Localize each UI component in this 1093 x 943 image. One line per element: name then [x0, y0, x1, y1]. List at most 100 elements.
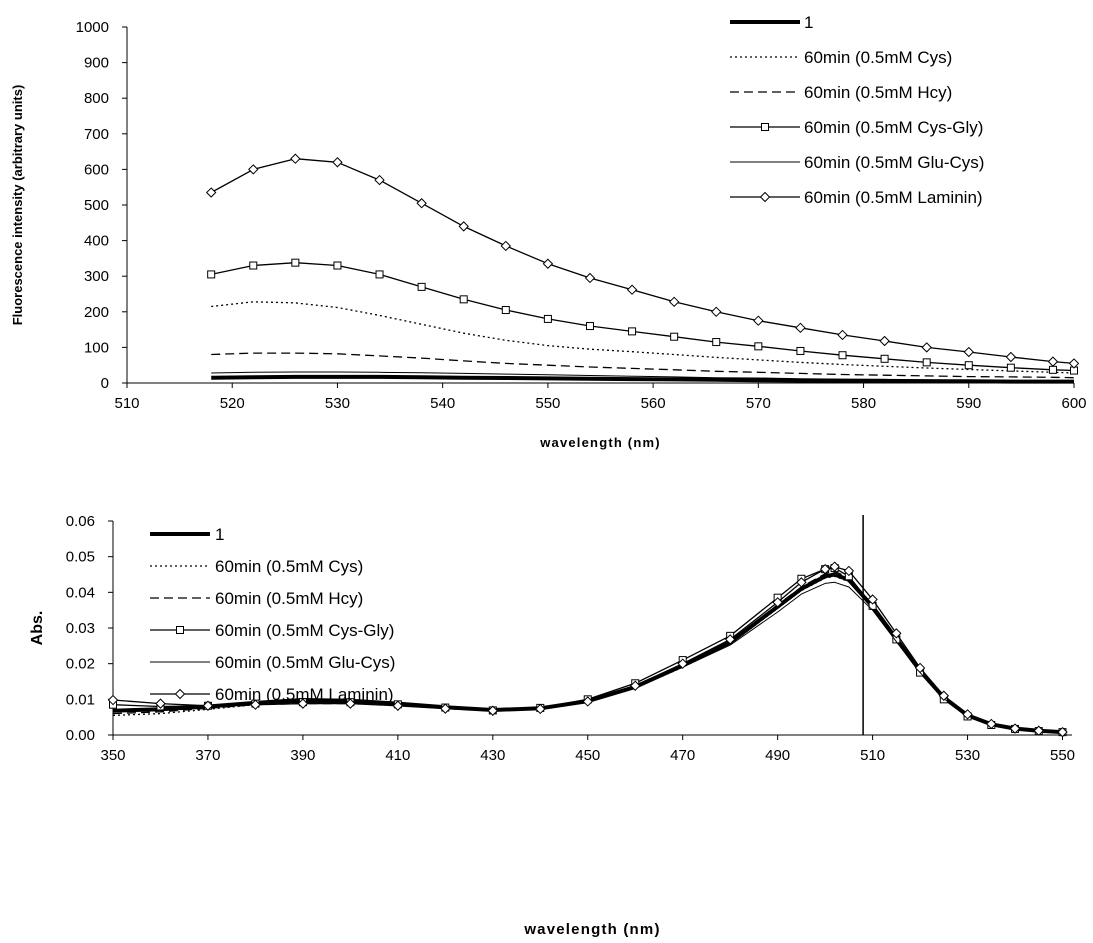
x-tick-label: 510 [114, 395, 139, 412]
series-60min-0-5mm-cys-gly [207, 258, 1078, 375]
data-point [1068, 358, 1080, 369]
legend-label: 60min (0.5mM Laminin) [804, 188, 983, 207]
data-point [829, 561, 840, 572]
data-point [333, 261, 342, 270]
x-tick-label: 550 [535, 395, 560, 412]
y-tick-label: 0.04 [66, 584, 95, 601]
fluorescence-chart: 0 100 200 300 400 500 600 700 800 900 1000 510 520 53… [10, 13, 1087, 450]
y-axis-title: Fluorescence intensity (arbitrary units) [10, 85, 25, 326]
data-point [374, 174, 385, 186]
y-tick-label: 0.03 [66, 620, 95, 637]
x-tick-label: 540 [430, 395, 455, 412]
y-tick-label: 600 [84, 161, 109, 178]
x-axis-title: wavelength (nm) [539, 435, 661, 450]
legend-marker [174, 688, 186, 700]
x-tick-label: 490 [765, 747, 790, 764]
data-point [440, 703, 451, 714]
y-tick-label: 0.00 [66, 727, 95, 744]
legend-marker [761, 123, 769, 131]
legend-marker [176, 626, 184, 634]
x-tick-label: 550 [1050, 747, 1075, 764]
data-point [938, 690, 950, 701]
data-point [416, 198, 427, 209]
data-point [585, 322, 594, 331]
legend-label: 60min (0.5mM Laminin) [215, 685, 394, 704]
x-tick-label: 600 [1061, 395, 1086, 412]
y-tick-label: 0.02 [66, 656, 95, 673]
series-60min-0-5mm-cys [211, 301, 1075, 374]
legend-label: 1 [804, 13, 813, 32]
x-tick-label: 590 [956, 395, 981, 412]
legend-marker [759, 191, 771, 203]
legend-label: 60min (0.5mM Hcy) [804, 83, 952, 102]
series-line [210, 158, 1075, 365]
data-point [1033, 725, 1044, 736]
data-point [964, 361, 973, 370]
series-60min-0-5mm-glu-cys [211, 371, 1074, 382]
data-point [1048, 365, 1057, 374]
legend: 1 60min (0.5mM Cys) 60min (0.5mM Hcy) 60min… [730, 13, 984, 207]
data-point [867, 594, 878, 605]
data-point [202, 700, 214, 711]
data-point [582, 696, 593, 707]
series-60min-0-5mm-laminin [205, 153, 1080, 369]
y-tick-label: 0.05 [66, 549, 95, 566]
data-point [879, 335, 890, 347]
data-point [1047, 356, 1059, 367]
data-point [754, 342, 763, 351]
data-point [819, 563, 831, 575]
y-tick-label: 300 [84, 268, 109, 285]
data-point [922, 358, 931, 367]
x-tick-label: 560 [641, 395, 666, 412]
data-point [772, 597, 783, 608]
data-point [332, 157, 343, 168]
data-point [628, 327, 637, 336]
data-point [986, 718, 997, 730]
data-point [291, 258, 300, 267]
data-point [501, 306, 510, 315]
legend-label: 60min (0.5mM Glu-Cys) [215, 653, 395, 672]
data-point [837, 329, 848, 341]
data-point [250, 699, 261, 710]
data-point [535, 703, 546, 715]
series-60min-0-5mm-laminin [107, 561, 1068, 738]
data-point [795, 322, 806, 334]
series-line [112, 566, 1063, 733]
x-tick-label: 370 [195, 747, 220, 764]
series-60min-0-5mm-hcy [211, 352, 1075, 379]
y-tick-label: 200 [84, 304, 109, 321]
y-tick-label: 0.06 [66, 513, 95, 530]
data-point [205, 187, 217, 198]
data-point [921, 342, 932, 353]
x-tick-label: 520 [220, 395, 245, 412]
data-point [207, 270, 216, 279]
x-tick-label: 450 [575, 747, 600, 764]
data-point [345, 698, 356, 709]
x-tick-label: 390 [290, 747, 315, 764]
data-point [1057, 726, 1068, 738]
data-point [880, 354, 889, 363]
data-point [838, 351, 847, 360]
legend: 1 60min (0.5mM Cys) 60min (0.5mM Hcy) 60min… [150, 525, 395, 704]
series-60min-0-5mm-glu-cys [112, 581, 1063, 733]
data-point [458, 221, 469, 232]
x-tick-label: 530 [955, 747, 980, 764]
data-point [711, 306, 722, 318]
data-point [417, 282, 426, 291]
y-tick-label: 900 [84, 55, 109, 72]
data-point [712, 338, 721, 347]
data-point [796, 577, 807, 588]
x-tick-label: 530 [325, 395, 350, 412]
series-1 [211, 374, 1074, 384]
absorbance-chart: 0.00 0.01 0.02 0.03 0.04 0.05 0.06 350 370 390 410… [29, 513, 1075, 938]
data-point [753, 315, 764, 326]
data-point [487, 705, 499, 716]
data-point [500, 240, 512, 252]
legend-label: 60min (0.5mM Glu-Cys) [804, 153, 984, 172]
data-point [459, 295, 468, 304]
data-point [677, 658, 688, 669]
data-point [630, 680, 641, 691]
data-point [1009, 723, 1021, 734]
y-tick-label: 700 [84, 126, 109, 143]
y-tick-label: 500 [84, 197, 109, 214]
